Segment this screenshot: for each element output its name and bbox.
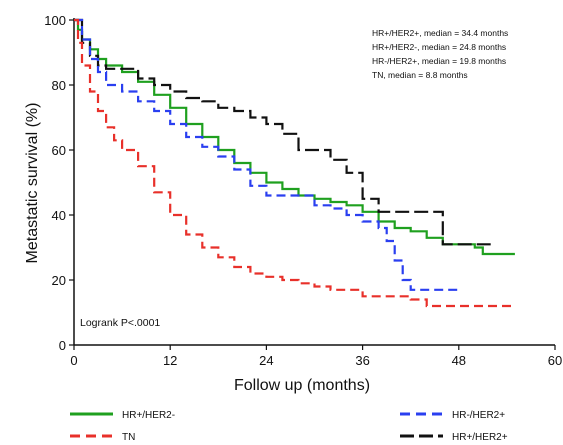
- legend-label-tn: TN: [122, 432, 135, 443]
- median-annotation-hr-neg-her2-pos: HR-/HER2+, median = 19.8 months: [372, 56, 506, 66]
- legend: HR+/HER2- TN HR-/HER2+ HR+/HER2+: [70, 410, 508, 443]
- x-tick-label: 24: [259, 353, 273, 368]
- x-tick-label: 12: [163, 353, 177, 368]
- series-line-hr-her2-: [74, 18, 491, 246]
- series-line-hr-her2-: [74, 18, 459, 291]
- x-tick-label: 48: [452, 353, 466, 368]
- series-layer: [74, 18, 515, 308]
- x-tick-label: 0: [70, 353, 77, 368]
- x-axis-title: Follow up (months): [234, 377, 370, 394]
- labels-layer: Follow up (months) Metastatic survival (…: [24, 28, 508, 394]
- legend-label-hr-neg-her2-pos: HR-/HER2+: [452, 410, 505, 421]
- x-tick-label: 60: [548, 353, 562, 368]
- y-axis-title: Metastatic survival (%): [24, 103, 41, 264]
- y-tick-label: 40: [52, 208, 66, 223]
- legend-label-hr-pos-her2-pos: HR+/HER2+: [452, 432, 508, 443]
- legend-label-hr-pos-her2-neg: HR+/HER2-: [122, 410, 175, 421]
- y-tick-label: 80: [52, 78, 66, 93]
- y-tick-label: 20: [52, 273, 66, 288]
- x-tick-label: 36: [355, 353, 369, 368]
- logrank-label: Logrank P<.0001: [80, 317, 160, 329]
- median-annotation-hr-pos-her2-pos: HR+/HER2+, median = 34.4 months: [372, 28, 508, 38]
- y-tick-label: 0: [59, 338, 66, 353]
- series-line-hr-her2-: [74, 18, 515, 256]
- series-line-tn: [74, 18, 515, 308]
- y-tick-label: 60: [52, 143, 66, 158]
- y-tick-label: 100: [44, 13, 66, 28]
- axes: 0 20 40 60 80 100 0 12 24 36 48 60: [44, 13, 562, 368]
- median-annotation-tn: TN, median = 8.8 months: [372, 70, 468, 80]
- median-annotation-hr-pos-her2-neg: HR+/HER2-, median = 24.8 months: [372, 42, 506, 52]
